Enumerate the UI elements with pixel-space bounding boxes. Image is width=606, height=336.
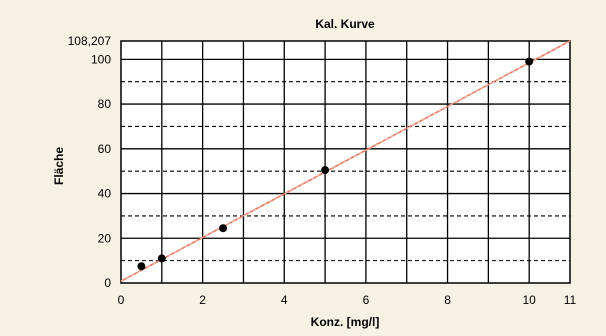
data-point <box>525 57 534 66</box>
x-axis-label: Konz. [mg/l] <box>311 315 380 329</box>
x-tick-label: 2 <box>199 293 206 307</box>
y-tick-labels: 0 20 40 60 80 100 108,207 <box>68 34 112 290</box>
y-tick-label: 20 <box>98 231 112 245</box>
x-tick-labels: 0 2 4 6 8 10 11 <box>118 293 577 307</box>
x-tick-label: 8 <box>444 293 451 307</box>
data-point <box>219 224 228 233</box>
data-point <box>321 166 330 175</box>
x-tick-label: 0 <box>118 293 125 307</box>
grid <box>121 41 570 283</box>
y-tick-label: 100 <box>91 52 111 66</box>
x-tick-label: 10 <box>523 293 537 307</box>
chart-title: Kal. Kurve <box>315 17 375 31</box>
regression-line-group <box>120 40 571 282</box>
regression-line-highlight <box>120 40 571 282</box>
x-tick-label: 11 <box>564 293 577 307</box>
y-tick-label: 60 <box>98 142 112 156</box>
data-point <box>137 262 146 271</box>
y-axis-label: Fläche <box>52 147 66 185</box>
data-point <box>157 254 166 263</box>
x-tick-label: 6 <box>363 293 370 307</box>
y-tick-label: 40 <box>98 187 112 201</box>
data-points <box>137 57 534 271</box>
plot-frame <box>120 40 571 284</box>
x-tick-label: 4 <box>281 293 288 307</box>
y-tick-label: 80 <box>98 97 112 111</box>
y-tick-label: 0 <box>104 276 111 290</box>
y-tick-label: 108,207 <box>68 34 112 48</box>
